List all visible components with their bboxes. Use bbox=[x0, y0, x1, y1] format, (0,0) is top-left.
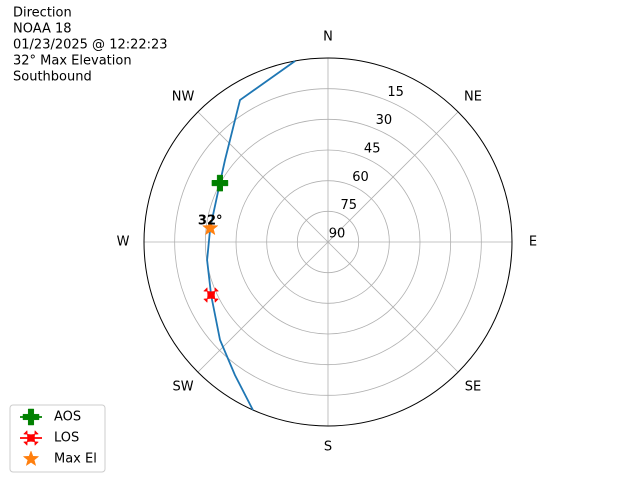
title-line: 01/23/2025 @ 12:22:23 bbox=[13, 38, 168, 53]
legend-marker bbox=[22, 408, 40, 426]
grid-ring bbox=[174, 88, 482, 396]
r-tick-label: 30 bbox=[376, 113, 393, 128]
r-tick-label: 60 bbox=[352, 170, 369, 185]
value-label: 32° bbox=[198, 214, 223, 229]
title-line: Direction bbox=[13, 6, 72, 21]
legend: AOS LOS Max El bbox=[9, 404, 106, 473]
theta-tick-label: W bbox=[117, 235, 130, 250]
r-tick-label: 45 bbox=[364, 142, 381, 157]
title-line: Southbound bbox=[13, 70, 92, 85]
r-tick-label: 15 bbox=[387, 85, 404, 100]
grid-ring bbox=[296, 210, 360, 274]
r-tick-label: 90 bbox=[329, 227, 346, 242]
grid-ring bbox=[266, 180, 390, 304]
theta-tick-label: S bbox=[324, 440, 332, 455]
theta-tick-label: SW bbox=[172, 379, 193, 394]
grid-ring bbox=[204, 118, 452, 366]
theta-tick-label: NE bbox=[464, 90, 482, 105]
r-tick-label: 75 bbox=[340, 198, 357, 213]
legend-marker bbox=[22, 450, 40, 467]
legend-label: AOS bbox=[54, 410, 81, 425]
legend-label: Max El bbox=[54, 452, 97, 467]
polar-frame bbox=[143, 57, 513, 427]
theta-tick-label: E bbox=[529, 235, 537, 250]
marker bbox=[201, 219, 219, 236]
legend-marker bbox=[23, 430, 39, 446]
theta-tick-label: N bbox=[323, 30, 333, 45]
title-line: NOAA 18 bbox=[13, 22, 72, 37]
title-line: 32° Max Elevation bbox=[13, 54, 132, 69]
legend-label: LOS bbox=[54, 431, 79, 446]
theta-tick-label: SE bbox=[465, 379, 481, 394]
marker bbox=[211, 174, 229, 192]
marker bbox=[203, 287, 219, 303]
track-line bbox=[206, 60, 296, 411]
theta-tick-label: NW bbox=[172, 90, 195, 105]
grid-ring bbox=[235, 149, 421, 335]
